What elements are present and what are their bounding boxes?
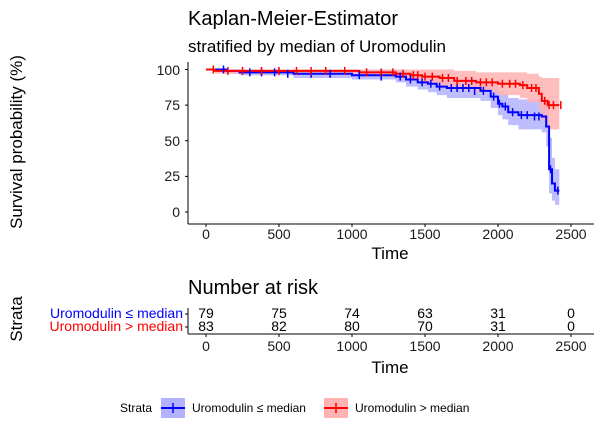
x-ticks: 0 500 1000 1500 2000 2500	[202, 226, 587, 242]
risk-count: 31	[490, 318, 506, 334]
legend: Strata Uromodulin ≤ median Uromodulin > …	[120, 398, 469, 418]
risk-count: 0	[567, 318, 575, 334]
chart-title: Kaplan-Meier-Estimator	[188, 8, 398, 30]
risk-x-axis-label: Time	[371, 358, 408, 377]
y-tick-label: 100	[157, 62, 181, 78]
y-tick-label: 75	[164, 97, 180, 113]
risk-x-tick-label: 1000	[336, 338, 367, 354]
x-tick-label: 0	[202, 226, 210, 242]
risk-row-labels: Uromodulin ≤ median Uromodulin > median	[50, 305, 183, 334]
censor-marks	[212, 65, 562, 195]
x-tick-label: 2500	[555, 226, 586, 242]
risk-count: 83	[198, 318, 214, 334]
risk-count: 70	[417, 318, 433, 334]
x-tick-label: 1500	[409, 226, 440, 242]
survival-line-low	[206, 68, 560, 192]
risk-x-tick-label: 0	[202, 338, 210, 354]
x-axis-label: Time	[371, 244, 408, 263]
risk-count: 0	[567, 305, 575, 321]
risk-count: 82	[271, 318, 287, 334]
risk-x-tick-label: 1500	[409, 338, 440, 354]
legend-item-low: Uromodulin ≤ median	[161, 398, 306, 418]
risk-count: 74	[344, 305, 360, 321]
risk-counts: 79 75 74 63 31 0 83 82 80 70 31 0	[198, 305, 575, 334]
risk-x-tick-label: 500	[267, 338, 291, 354]
confidence-bands	[206, 69, 560, 205]
x-tick-label: 1000	[336, 226, 367, 242]
risk-table-title: Number at risk	[188, 277, 319, 299]
y-axis-label: Survival probability (%)	[7, 55, 26, 229]
risk-count: 31	[490, 305, 506, 321]
risk-count: 79	[198, 305, 214, 321]
risk-count: 63	[417, 305, 433, 321]
risk-table-strata-label: Strata	[7, 296, 26, 342]
y-ticks: 0 25 50 75 100	[157, 62, 181, 220]
legend-item-high: Uromodulin > median	[324, 398, 469, 418]
x-tick-label: 500	[267, 226, 291, 242]
legend-item-label: Uromodulin ≤ median	[192, 401, 306, 415]
legend-item-label: Uromodulin > median	[355, 401, 469, 415]
y-tick-label: 25	[164, 168, 180, 184]
risk-x-tick-label: 2500	[555, 338, 586, 354]
x-tick-label: 2000	[482, 226, 513, 242]
risk-count: 75	[271, 305, 287, 321]
risk-x-tick-label: 2000	[482, 338, 513, 354]
risk-x-ticks: 0 500 1000 1500 2000 2500	[202, 338, 587, 354]
y-tick-label: 50	[164, 133, 180, 149]
legend-title: Strata	[120, 401, 152, 415]
risk-count: 80	[344, 318, 360, 334]
risk-row-label-low: Uromodulin ≤ median	[50, 305, 183, 321]
y-tick-label: 0	[172, 204, 180, 220]
risk-row-label-high: Uromodulin > median	[50, 318, 183, 334]
chart-subtitle: stratified by median of Uromodulin	[188, 37, 446, 56]
